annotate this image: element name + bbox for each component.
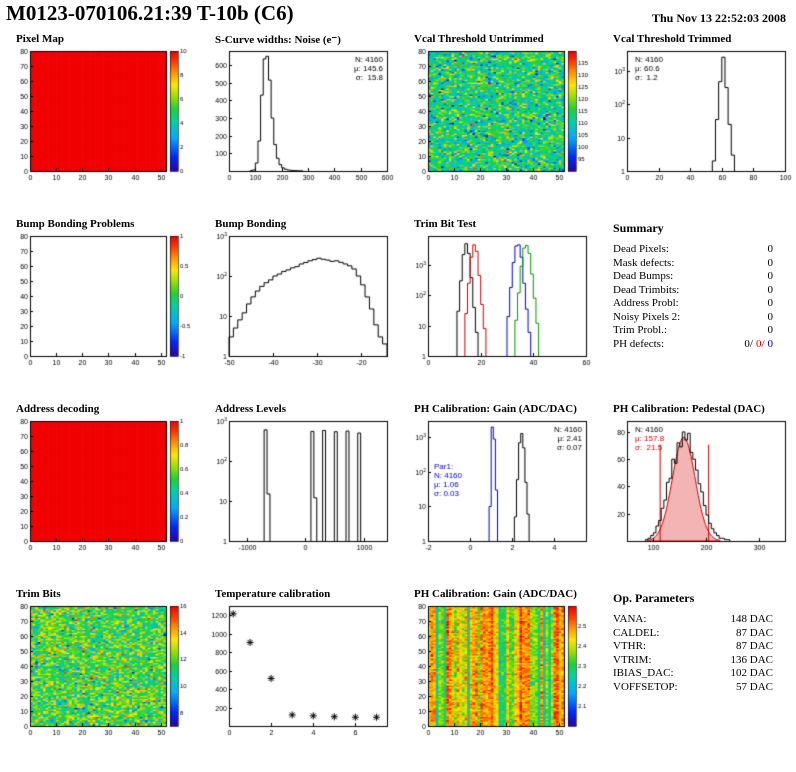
- report-header: M0123-070106.21:39 T-10b (C6) Thu Nov 13…: [0, 0, 796, 30]
- chart-title: Bump Bonding: [215, 218, 287, 230]
- panel-ph-gain-hist: PH Calibration: Gain (ADC/DAC): [400, 400, 599, 585]
- param-label: VANA:: [613, 613, 647, 625]
- param-row: VANA: 148 DAC: [613, 613, 773, 627]
- param-row: VTRIM: 136 DAC: [613, 654, 773, 668]
- address-levels-canvas: [203, 416, 395, 554]
- param-label: Dead Bumps:: [613, 270, 674, 282]
- op-parameters-title: Op. Parameters: [613, 591, 695, 605]
- param-label: CALDEL:: [613, 626, 660, 639]
- param-label: Dead Pixels:: [613, 243, 669, 255]
- vcal-trimmed-canvas: [601, 46, 793, 184]
- page-title: M0123-070106.21:39 T-10b (C6): [6, 1, 294, 25]
- param-value: 87 DAC: [736, 640, 773, 652]
- ph-defects-row: PH defects: 0/0/0: [613, 338, 773, 352]
- summary-rows: Dead Pixels: 0 Mask defects: 0 Dead Bumps: 0 D…: [613, 243, 796, 351]
- panel-temperature: Temperature calibration: [201, 585, 400, 770]
- param-row: Dead Trimbits: 0: [613, 284, 773, 298]
- param-label: Address Probl:: [613, 297, 679, 309]
- chart-title: Vcal Threshold Trimmed: [613, 33, 732, 45]
- panel-scurve-noise: S-Curve widths: Noise (e⁻): [201, 30, 400, 215]
- param-value: 0: [767, 310, 774, 323]
- param-label: Trim Probl.:: [613, 324, 668, 336]
- chart-title: Trim Bits: [16, 588, 61, 600]
- trim-bit-test-canvas: [402, 231, 594, 369]
- ph-defect-count: 0/: [744, 337, 753, 350]
- param-row: IBIAS_DAC: 102 DAC: [613, 667, 773, 681]
- param-row: Mask defects: 0: [613, 257, 773, 271]
- chart-title: Address decoding: [16, 403, 100, 415]
- param-value: 102 DAC: [730, 667, 773, 679]
- param-row: Noisy Pixels 2: 0: [613, 311, 773, 325]
- param-value: 57 DAC: [736, 680, 773, 693]
- param-value: 0: [767, 283, 774, 296]
- chart-title: PH Calibration: Pedestal (DAC): [613, 403, 765, 415]
- panel-pixel-map: Pixel Map: [2, 30, 201, 215]
- param-value: 148 DAC: [730, 613, 773, 625]
- param-label: Noisy Pixels 2:: [613, 310, 681, 323]
- panel-address-levels: Address Levels: [201, 400, 400, 585]
- panel-ph-pedestal: PH Calibration: Pedestal (DAC): [599, 400, 796, 585]
- param-value: 136 DAC: [730, 653, 773, 666]
- chart-title: Bump Bonding Problems: [16, 218, 135, 230]
- scurve-noise-canvas: [203, 46, 395, 184]
- address-decoding-canvas: [4, 416, 196, 554]
- panel-trim-bits: Trim Bits: [2, 585, 201, 770]
- panel-op-parameters: Op. Parameters VANA: 148 DAC CALDEL: 87 DAC…: [599, 585, 796, 770]
- chart-title: S-Curve widths: Noise (e⁻): [215, 34, 341, 46]
- panel-bump-problems: Bump Bonding Problems: [2, 215, 201, 400]
- trim-bits-canvas: [4, 601, 196, 739]
- param-label: Dead Trimbits:: [613, 283, 680, 296]
- panel-address-decoding: Address decoding: [2, 400, 201, 585]
- timestamp: Thu Nov 13 22:52:03 2008: [651, 11, 786, 25]
- param-value: 0: [767, 270, 774, 282]
- param-label: PH defects:: [613, 337, 665, 350]
- ph-pedestal-canvas: [601, 416, 793, 554]
- param-label: VTHR:: [613, 640, 646, 652]
- param-label: VTRIM:: [613, 653, 652, 666]
- ph-defects-values: 0/0/0: [741, 338, 773, 352]
- ph-defect-count: 0/: [755, 337, 765, 350]
- chart-title: PH Calibration: Gain (ADC/DAC): [414, 588, 577, 600]
- param-label: Mask defects:: [613, 256, 675, 269]
- plot-grid: Pixel Map S-Curve widths: Noise (e⁻) Vca…: [0, 30, 796, 770]
- ph-gain-hist-canvas: [402, 416, 594, 554]
- panel-bump-bonding: Bump Bonding: [201, 215, 400, 400]
- param-row: Trim Probl.: 0: [613, 324, 773, 338]
- chart-title: PH Calibration: Gain (ADC/DAC): [414, 403, 577, 415]
- param-value: 0: [767, 256, 774, 269]
- chart-title: Vcal Threshold Untrimmed: [414, 33, 544, 45]
- param-value: 0: [767, 243, 774, 255]
- panel-trim-bit-test: Trim Bit Test: [400, 215, 599, 400]
- bump-problems-canvas: [4, 231, 196, 369]
- chart-title: Trim Bit Test: [414, 218, 477, 230]
- panel-vcal-trimmed: Vcal Threshold Trimmed: [599, 30, 796, 215]
- param-row: CALDEL: 87 DAC: [613, 627, 773, 641]
- ph-gain-map-canvas: [402, 601, 594, 739]
- param-value: 0: [767, 297, 774, 309]
- panel-ph-gain-map: PH Calibration: Gain (ADC/DAC): [400, 585, 599, 770]
- param-value: 0: [767, 324, 774, 336]
- param-label: IBIAS_DAC:: [613, 667, 674, 679]
- bump-bonding-canvas: [203, 231, 395, 369]
- param-row: Dead Pixels: 0: [613, 243, 773, 257]
- param-label: VOFFSETOP:: [613, 680, 678, 693]
- param-value: 87 DAC: [736, 626, 773, 639]
- param-row: Address Probl: 0: [613, 297, 773, 311]
- vcal-untrimmed-canvas: [402, 46, 594, 184]
- summary-title: Summary: [613, 221, 664, 235]
- panel-vcal-untrimmed: Vcal Threshold Untrimmed: [400, 30, 599, 215]
- pixel-map-canvas: [4, 46, 196, 184]
- panel-summary: Summary Dead Pixels: 0 Mask defects: 0 Dead …: [599, 215, 796, 400]
- param-row: VTHR: 87 DAC: [613, 640, 773, 654]
- param-row: VOFFSETOP: 57 DAC: [613, 681, 773, 695]
- chart-title: Pixel Map: [16, 33, 64, 45]
- chart-title: Temperature calibration: [215, 588, 331, 600]
- chart-title: Address Levels: [215, 403, 286, 415]
- ph-defect-count: 0: [767, 337, 774, 350]
- temperature-canvas: [203, 601, 395, 739]
- op-parameter-rows: VANA: 148 DAC CALDEL: 87 DAC VTHR: 87 DAC VTRI…: [613, 613, 796, 694]
- param-row: Dead Bumps: 0: [613, 270, 773, 284]
